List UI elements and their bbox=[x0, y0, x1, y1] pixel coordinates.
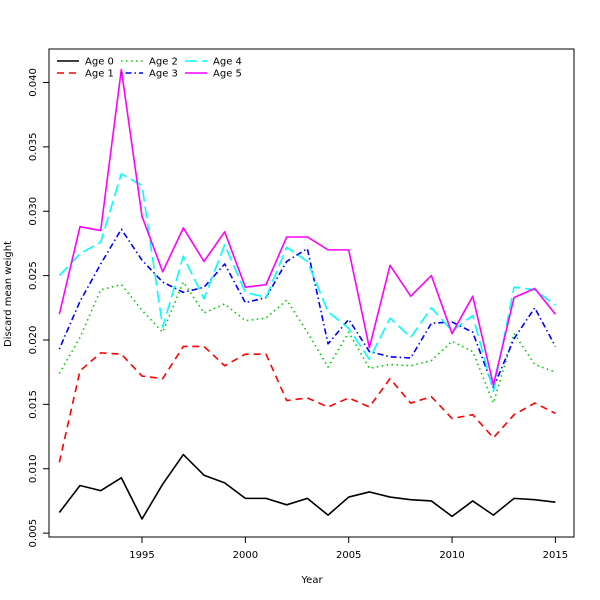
series-line-age-2 bbox=[58, 281, 556, 404]
y-tick-label: 0.015 bbox=[28, 390, 39, 419]
y-axis-label: Discard mean weight bbox=[3, 241, 14, 347]
series-line-age-3 bbox=[58, 228, 557, 389]
x-tick-label: 2000 bbox=[233, 550, 258, 561]
plot-frame bbox=[48, 48, 575, 538]
y-tick-label: 0.005 bbox=[28, 519, 39, 548]
x-tick-label: 2010 bbox=[439, 550, 464, 561]
legend-label-age-1: Age 1 bbox=[85, 69, 114, 80]
y-tick-label: 0.040 bbox=[28, 68, 39, 97]
legend-label-age-3: Age 3 bbox=[149, 69, 178, 80]
x-axis-label: Year bbox=[300, 575, 323, 586]
y-tick-label: 0.025 bbox=[28, 261, 39, 290]
series-line-age-4 bbox=[58, 173, 556, 393]
y-tick-label: 0.035 bbox=[28, 133, 39, 162]
y-tick-label: 0.030 bbox=[28, 197, 39, 226]
legend-label-age-2: Age 2 bbox=[149, 57, 178, 68]
series-line-age-0 bbox=[58, 453, 556, 520]
series-layer bbox=[58, 68, 557, 520]
y-tick-label: 0.020 bbox=[28, 326, 39, 355]
series-line-age-1 bbox=[58, 345, 556, 463]
x-tick-label: 1995 bbox=[129, 550, 154, 561]
x-tick-label: 2015 bbox=[543, 550, 568, 561]
y-tick-label: 0.010 bbox=[28, 454, 39, 483]
x-tick-label: 2005 bbox=[336, 550, 361, 561]
legend-label-age-5: Age 5 bbox=[213, 69, 242, 80]
series-line-age-5 bbox=[58, 68, 557, 386]
legend-label-age-4: Age 4 bbox=[213, 57, 242, 68]
legend-label-age-0: Age 0 bbox=[85, 57, 114, 68]
